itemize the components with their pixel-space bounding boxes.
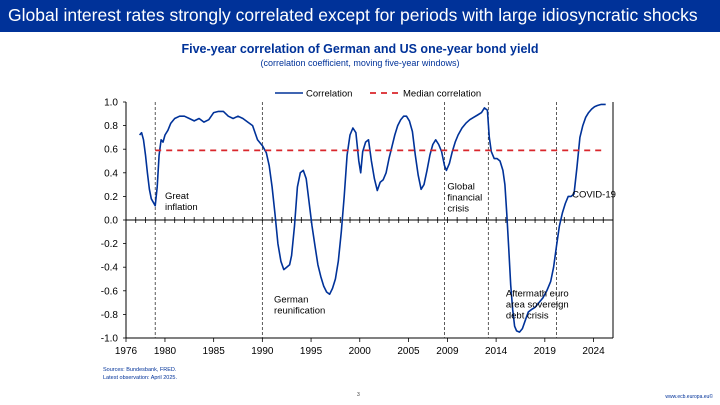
- y-tick-label: 1.0: [104, 98, 118, 109]
- x-tick-label: 2009: [436, 346, 459, 357]
- annotation-label: crisis: [447, 203, 469, 214]
- y-tick-label: -1.0: [101, 334, 119, 345]
- annotation-label: Aftermath euro: [506, 289, 569, 300]
- annotation-label: Great: [165, 191, 189, 202]
- x-tick-label: 2014: [485, 346, 508, 357]
- annotation-label: inflation: [165, 202, 198, 213]
- x-tick-label: 1985: [203, 346, 226, 357]
- website-link[interactable]: www.ecb.europa.eu©: [665, 394, 713, 400]
- x-tick-label: 1990: [251, 346, 274, 357]
- annotation-label: German: [274, 295, 308, 306]
- sources-text: Sources: Bundesbank, FRED.: [103, 367, 177, 373]
- legend-label-correlation: Correlation: [306, 89, 352, 100]
- annotation-label: Global: [447, 181, 474, 192]
- page-number: 3: [357, 392, 360, 398]
- annotation-label: area sovereign: [506, 300, 569, 311]
- correlation-line: [138, 103, 606, 333]
- slide-title: Global interest rates strongly correlate…: [8, 5, 698, 25]
- y-tick-label: -0.6: [101, 286, 119, 297]
- title-banner: Global interest rates strongly correlate…: [0, 0, 720, 32]
- y-tick-label: 0.8: [104, 121, 118, 132]
- y-tick-label: -0.4: [101, 263, 119, 274]
- annotation-label: financial: [447, 192, 482, 203]
- x-tick-label: 1976: [115, 346, 138, 357]
- annotation-label: debt crisis: [506, 311, 549, 322]
- x-tick-label: 2024: [582, 346, 605, 357]
- chart-subtitle: (correlation coefficient, moving five-ye…: [260, 58, 460, 68]
- annotation-label: COVID-19: [572, 190, 616, 201]
- source-note: Sources: Bundesbank, FRED. Latest observ…: [103, 367, 177, 382]
- y-tick-label: -0.2: [101, 239, 119, 250]
- x-tick-label: 1995: [300, 346, 323, 357]
- x-tick-label: 2000: [349, 346, 372, 357]
- x-tick-label: 1980: [154, 346, 177, 357]
- x-tick-label: 2019: [534, 346, 557, 357]
- annotation-label: reunification: [274, 306, 325, 317]
- legend-label-median: Median correlation: [403, 89, 481, 100]
- latest-observation-text: Latest observation: April 2025.: [103, 374, 177, 381]
- y-tick-label: -0.8: [101, 310, 119, 321]
- chart-title: Five-year correlation of German and US o…: [181, 42, 539, 56]
- x-tick-label: 2005: [397, 346, 420, 357]
- y-tick-label: 0.2: [104, 192, 118, 203]
- y-tick-label: 0.4: [104, 168, 118, 179]
- y-tick-label: 0.6: [104, 145, 118, 156]
- y-tick-label: 0.0: [104, 216, 118, 227]
